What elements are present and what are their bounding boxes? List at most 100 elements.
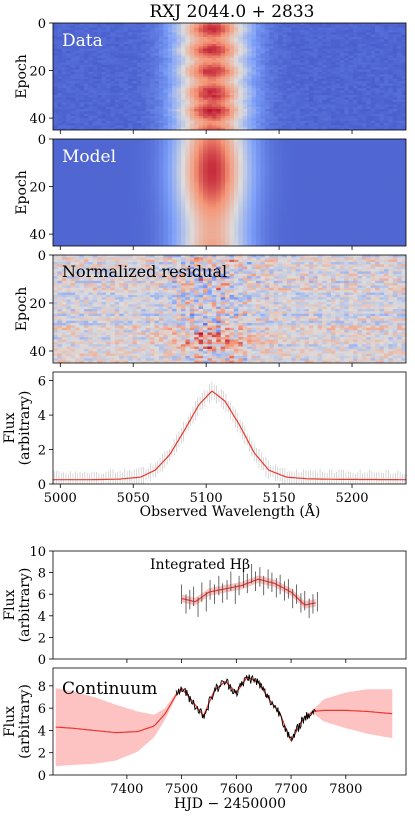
heatmap-cell — [247, 69, 253, 73]
heatmap-cell — [397, 76, 403, 80]
heatmap-cell — [163, 81, 169, 85]
heatmap-cell — [66, 92, 72, 96]
heatmap-cell — [348, 127, 354, 130]
heatmap-cell — [207, 139, 213, 142]
heatmap-cell — [282, 97, 288, 101]
heatmap-cell — [313, 46, 319, 50]
heatmap-cell — [375, 162, 381, 166]
heatmap-cell — [379, 102, 385, 106]
heatmap-cell — [92, 34, 98, 38]
heatmap-cell — [313, 88, 319, 92]
heatmap-cell — [194, 39, 200, 43]
heatmap-cell — [92, 166, 98, 170]
heatmap-cell — [330, 74, 336, 78]
heatmap-cell — [304, 171, 310, 175]
heatmap-cell — [300, 173, 306, 177]
heatmap-cell — [238, 57, 244, 61]
heatmap-cell — [353, 71, 359, 75]
heatmap-cell — [344, 62, 350, 66]
heatmap-cell — [282, 173, 288, 177]
heatmap-cell — [53, 99, 59, 103]
heatmap-cell — [233, 157, 239, 161]
heatmap-cell — [278, 57, 284, 61]
heatmap-cell — [216, 78, 222, 82]
heatmap-cell — [269, 62, 275, 66]
heatmap-cell — [158, 150, 164, 154]
heatmap-cell — [375, 125, 381, 129]
heatmap-cell — [251, 81, 257, 85]
heatmap-cell — [273, 157, 279, 161]
heatmap-cell — [154, 48, 160, 52]
heatmap-cell — [220, 118, 226, 122]
heatmap-cell — [163, 109, 169, 112]
heatmap-cell — [150, 111, 156, 115]
heatmap-cell — [247, 34, 253, 38]
heatmap-cell — [361, 164, 367, 168]
heatmap-cell — [238, 64, 244, 68]
heatmap-cell — [278, 88, 284, 92]
heatmap-cell — [180, 50, 186, 54]
heatmap-cell — [97, 166, 103, 170]
heatmap-cell — [119, 81, 125, 85]
heatmap-cell — [361, 102, 367, 106]
heatmap-cell — [383, 48, 389, 52]
heatmap-cell — [150, 29, 156, 33]
heatmap-cell — [247, 102, 253, 106]
heatmap-cell — [383, 83, 389, 87]
heatmap-cell — [123, 53, 129, 57]
heatmap-cell — [198, 48, 204, 52]
heatmap-cell — [163, 155, 169, 159]
heatmap-cell — [101, 81, 107, 85]
heatmap-cell — [158, 46, 164, 50]
heatmap-cell — [269, 166, 275, 170]
heatmap-cell — [242, 83, 248, 87]
heatmap-cell — [136, 118, 142, 122]
heatmap-cell — [370, 88, 376, 92]
heatmap-cell — [313, 67, 319, 71]
heatmap-cell — [282, 34, 288, 38]
heatmap-cell — [216, 120, 222, 124]
heatmap-cell — [180, 39, 186, 43]
heatmap-cell — [57, 81, 63, 85]
heatmap-cell — [216, 39, 222, 43]
heatmap-cell — [344, 39, 350, 43]
heatmap-cell — [110, 71, 116, 75]
heatmap-cell — [136, 71, 142, 75]
heatmap-cell — [123, 155, 129, 159]
heatmap-cell — [66, 143, 72, 147]
heatmap-cell — [247, 46, 253, 50]
heatmap-cell — [375, 104, 381, 108]
heatmap-cell — [128, 118, 134, 122]
heatmap-cell — [97, 111, 103, 115]
heatmap-cell — [225, 143, 231, 147]
heatmap-cell — [264, 143, 270, 147]
heatmap-cell — [304, 43, 310, 47]
heatmap-cell — [264, 123, 270, 126]
heatmap-cell — [211, 92, 217, 96]
heatmap-cell — [119, 109, 125, 112]
heatmap-cell — [361, 145, 367, 149]
heatmap-cell — [269, 69, 275, 73]
heatmap-cell — [220, 53, 226, 57]
heatmap-cell — [330, 173, 336, 177]
heatmap-cell — [136, 25, 142, 29]
heatmap-cell — [229, 81, 235, 85]
heatmap-cell — [61, 43, 67, 47]
heatmap-cell — [119, 120, 125, 124]
heatmap-cell — [163, 166, 169, 170]
heatmap-cell — [282, 64, 288, 68]
heatmap-cell — [163, 111, 169, 115]
heatmap-cell — [322, 169, 328, 173]
heatmap-cell — [317, 113, 323, 117]
heatmap-cell — [278, 169, 284, 173]
heatmap-cell — [220, 60, 226, 64]
heatmap-cell — [53, 53, 59, 57]
heatmap-cell — [304, 76, 310, 80]
panel-data-ytick-label: 20 — [29, 65, 46, 80]
heatmap-cell — [353, 95, 359, 99]
heatmap-cell — [83, 150, 89, 154]
heatmap-cell — [198, 99, 204, 103]
heatmap-cell — [397, 127, 403, 130]
heatmap-cell — [375, 46, 381, 50]
heatmap-cell — [163, 90, 169, 94]
